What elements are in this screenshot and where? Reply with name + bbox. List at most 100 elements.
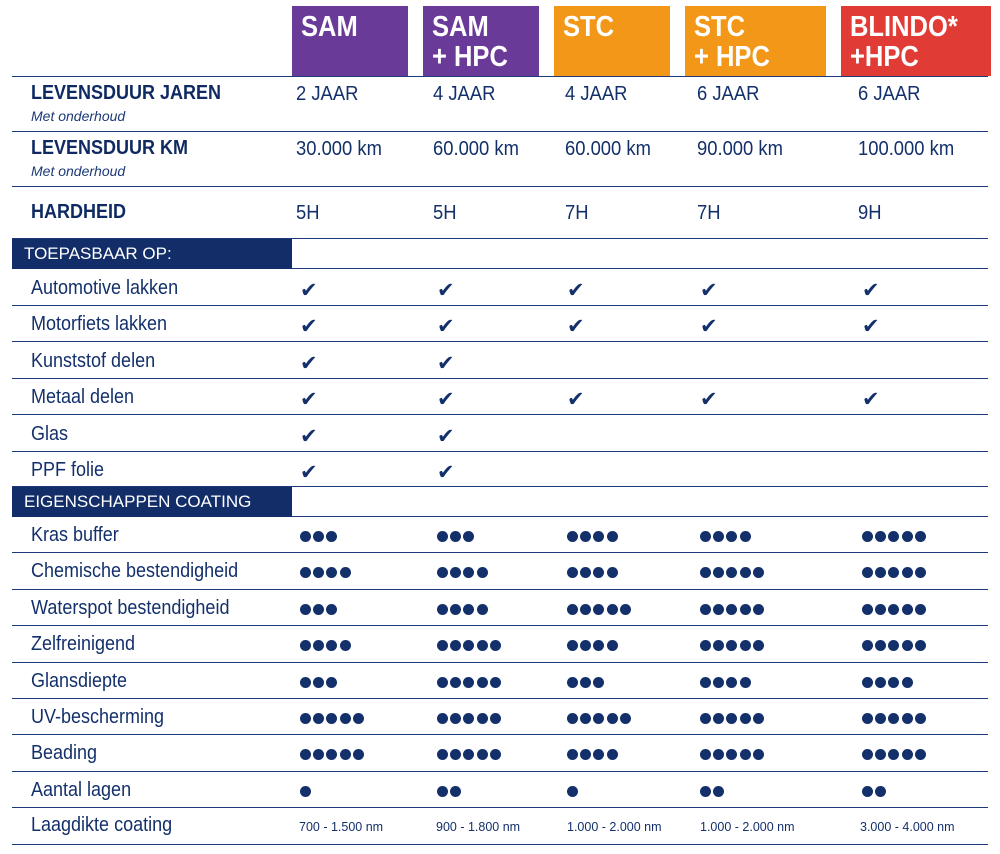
rating-dot <box>463 531 475 542</box>
rating-dot <box>339 640 351 652</box>
rating-dot <box>300 785 311 797</box>
applicable-row-label: Metaal delen <box>31 386 135 409</box>
rating-dot <box>339 749 351 761</box>
rating-dot <box>580 749 592 761</box>
rating-dot <box>888 640 900 652</box>
rating-dot <box>437 785 448 797</box>
row-divider <box>12 589 988 590</box>
row-divider <box>12 268 988 269</box>
applicable-row-label: Automotive lakken <box>31 277 179 299</box>
rating-dot <box>476 603 488 615</box>
rating-dot <box>300 567 311 579</box>
rating-dot <box>862 603 873 615</box>
applicable-row-label: Motorfiets lakken <box>31 313 168 336</box>
header-stc: STC <box>554 6 670 76</box>
rating-dot <box>726 676 738 688</box>
rating-dot <box>489 676 501 688</box>
rating-dots <box>567 785 580 798</box>
rating-dot <box>300 640 311 652</box>
rating-dot <box>752 713 764 724</box>
rating-dot <box>901 749 913 761</box>
rating-dot <box>739 603 751 615</box>
hardness-sam-hpc: 5H <box>433 202 457 224</box>
rating-dot <box>726 567 738 579</box>
check-icon: ✔ <box>300 315 318 339</box>
rating-dot <box>326 713 338 724</box>
rating-dot <box>580 713 592 724</box>
rating-dot <box>463 603 475 615</box>
check-icon: ✔ <box>567 388 585 412</box>
rating-dot <box>875 640 887 652</box>
row-divider <box>12 186 988 187</box>
check-icon: ✔ <box>437 351 455 375</box>
check-icon: ✔ <box>437 388 455 412</box>
rating-dot <box>463 713 475 724</box>
rating-dot <box>862 640 873 652</box>
property-row-label: Glansdiepte <box>31 669 128 692</box>
rating-dots <box>862 567 928 579</box>
check-icon: ✔ <box>700 315 718 339</box>
rating-dot <box>593 676 605 688</box>
rating-dot <box>862 531 873 542</box>
rating-dots <box>700 603 766 616</box>
check-icon: ✔ <box>300 279 318 302</box>
rating-dot <box>713 713 725 724</box>
rating-dot <box>313 676 325 688</box>
header-sam: SAM <box>292 6 408 76</box>
rating-dot <box>463 749 475 761</box>
rating-dots <box>700 713 766 725</box>
lifetime-km-stc-hpc: 90.000 km <box>697 138 783 160</box>
rating-dot <box>739 676 751 688</box>
rating-dots <box>437 603 490 616</box>
rating-dot <box>901 713 913 724</box>
rating-dots <box>700 785 726 798</box>
thickness-blindo: 3.000 - 4.000 nm <box>860 820 955 834</box>
thickness-sam-hpc: 900 - 1.800 nm <box>436 820 521 834</box>
header-sam-hpc-line1: SAM <box>432 11 489 43</box>
rating-dots <box>567 713 633 725</box>
rating-dot <box>450 531 462 542</box>
rating-dots <box>862 603 928 616</box>
rating-dots <box>300 640 353 652</box>
header-stc-hpc-line1: STC <box>694 11 746 43</box>
rating-dot <box>339 567 351 579</box>
rating-dot <box>739 531 751 542</box>
rating-dot <box>901 567 913 579</box>
lifetime-years-label: LEVENSDUUR JAREN <box>31 82 222 104</box>
rating-dot <box>875 531 887 542</box>
rating-dot <box>567 603 578 615</box>
rating-dot <box>713 785 725 797</box>
rating-dot <box>300 749 311 761</box>
rating-dot <box>580 567 592 579</box>
rating-dot <box>700 676 711 688</box>
check-icon: ✔ <box>567 315 585 339</box>
rating-dot <box>313 531 325 542</box>
rating-dot <box>713 567 725 579</box>
thickness-sam: 700 - 1.500 nm <box>299 820 384 834</box>
rating-dots <box>862 749 928 761</box>
rating-dot <box>489 640 501 652</box>
rating-dots <box>700 531 753 543</box>
rating-dot <box>450 749 462 761</box>
rating-dot <box>463 676 475 688</box>
property-row-label: Zelfreinigend <box>31 633 136 656</box>
rating-dot <box>888 603 900 615</box>
rating-dot <box>476 567 488 579</box>
rating-dot <box>580 640 592 652</box>
row-divider <box>12 238 988 239</box>
lifetime-km-label: LEVENSDUUR KM <box>31 137 189 159</box>
hardness-sam: 5H <box>296 202 320 224</box>
rating-dot <box>606 749 618 761</box>
rating-dots <box>300 749 366 761</box>
row-divider <box>12 378 988 379</box>
rating-dot <box>606 603 618 615</box>
rating-dot <box>862 676 873 688</box>
rating-dot <box>352 749 364 761</box>
rating-dots <box>700 640 766 652</box>
rating-dots <box>862 676 915 689</box>
section-properties: EIGENSCHAPPEN COATING <box>12 487 292 517</box>
rating-dots <box>437 749 503 761</box>
rating-dots <box>300 785 313 798</box>
rating-dot <box>437 603 448 615</box>
header-stc-hpc: STC + HPC <box>685 6 826 76</box>
